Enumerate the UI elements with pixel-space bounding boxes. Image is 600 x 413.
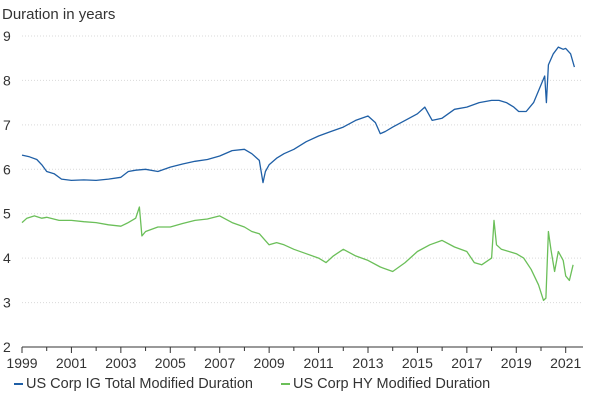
- x-tick-labels: 1999 2001 2003 2005 2007 2009 2011 2013 2015 2017…: [6, 355, 581, 371]
- y-tick-label: 8: [3, 72, 11, 88]
- x-tick-label: 2005: [155, 355, 186, 371]
- x-tick-label: 2009: [254, 355, 285, 371]
- series-line-1: [21, 206, 574, 302]
- y-tick-label: 2: [3, 339, 11, 355]
- y-tick-label: 4: [3, 250, 11, 266]
- x-tick-label: 2017: [451, 355, 482, 371]
- x-tick-label: 2019: [501, 355, 532, 371]
- legend-swatch-ig: [14, 383, 23, 385]
- y-tick-label: 5: [3, 206, 11, 222]
- y-axis-title: Duration in years: [2, 6, 115, 23]
- x-axis: [21, 346, 583, 353]
- y-tick-labels: 2 3 4 5 6 7 8 9: [3, 28, 11, 355]
- x-tick-label: 2011: [304, 355, 334, 371]
- series-lines: [21, 46, 576, 302]
- y-tick-label: 6: [3, 161, 11, 177]
- legend-label-hy: US Corp HY Modified Duration: [293, 376, 491, 392]
- gridlines: [22, 35, 583, 304]
- x-tick-label: 1999: [6, 355, 37, 371]
- y-tick-label: 3: [3, 295, 11, 311]
- x-tick-label: 2013: [352, 355, 383, 371]
- legend: US Corp IG Total Modified Duration US Co…: [14, 376, 490, 392]
- y-tick-label: 7: [3, 117, 11, 133]
- legend-item-hy: US Corp HY Modified Duration: [281, 376, 490, 392]
- x-tick-label: 2007: [204, 355, 235, 371]
- x-tick-label: 2021: [550, 355, 581, 371]
- y-tick-label: 9: [3, 28, 11, 44]
- x-tick-label: 2001: [56, 355, 87, 371]
- series-line-0: [21, 46, 576, 184]
- x-tick-label: 2015: [402, 355, 433, 371]
- legend-item-ig: US Corp IG Total Modified Duration: [14, 376, 253, 392]
- legend-label-ig: US Corp IG Total Modified Duration: [26, 376, 254, 392]
- legend-swatch-hy: [281, 383, 291, 385]
- x-tick-label: 2003: [105, 355, 136, 371]
